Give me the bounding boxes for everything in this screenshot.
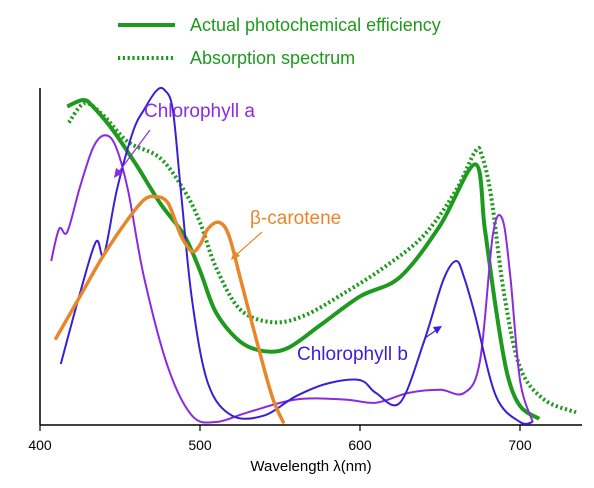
annotation-chlorophyll-a: Chlorophyll a <box>144 101 255 122</box>
series-line-beta-carotene <box>54 194 285 424</box>
x-axis-title: Wavelength λ(nm) <box>250 458 371 475</box>
legend-label-absorption: Absorption spectrum <box>190 48 355 68</box>
arrow-chlorophyll-a <box>117 129 151 174</box>
x-ticks: 400 500 600 700 <box>28 425 532 453</box>
arrowhead-chlorophyll-b <box>433 326 442 334</box>
x-tick-label: 500 <box>188 437 212 453</box>
annotations: Chlorophyll a β-carotene Chlorophyll b <box>114 101 442 365</box>
arrow-beta-carotene <box>234 231 263 257</box>
series-layer <box>50 86 577 425</box>
annotation-chlorophyll-b: Chlorophyll b <box>297 344 408 365</box>
series-line-chlorophyll-a <box>50 134 534 424</box>
series-line-absorption <box>67 101 577 415</box>
legend-label-efficiency: Actual photochemical efficiency <box>190 15 441 35</box>
arrowhead-beta-carotene <box>231 250 240 260</box>
legend: Actual photochemical efficiency Absorpti… <box>118 15 441 68</box>
x-tick-label: 400 <box>28 437 52 453</box>
series-line-chlorophyll-b <box>59 86 533 425</box>
x-tick-label: 600 <box>348 437 372 453</box>
arrowhead-chlorophyll-a <box>114 168 123 178</box>
x-tick-label: 700 <box>508 437 532 453</box>
annotation-beta-carotene: β-carotene <box>250 208 341 229</box>
